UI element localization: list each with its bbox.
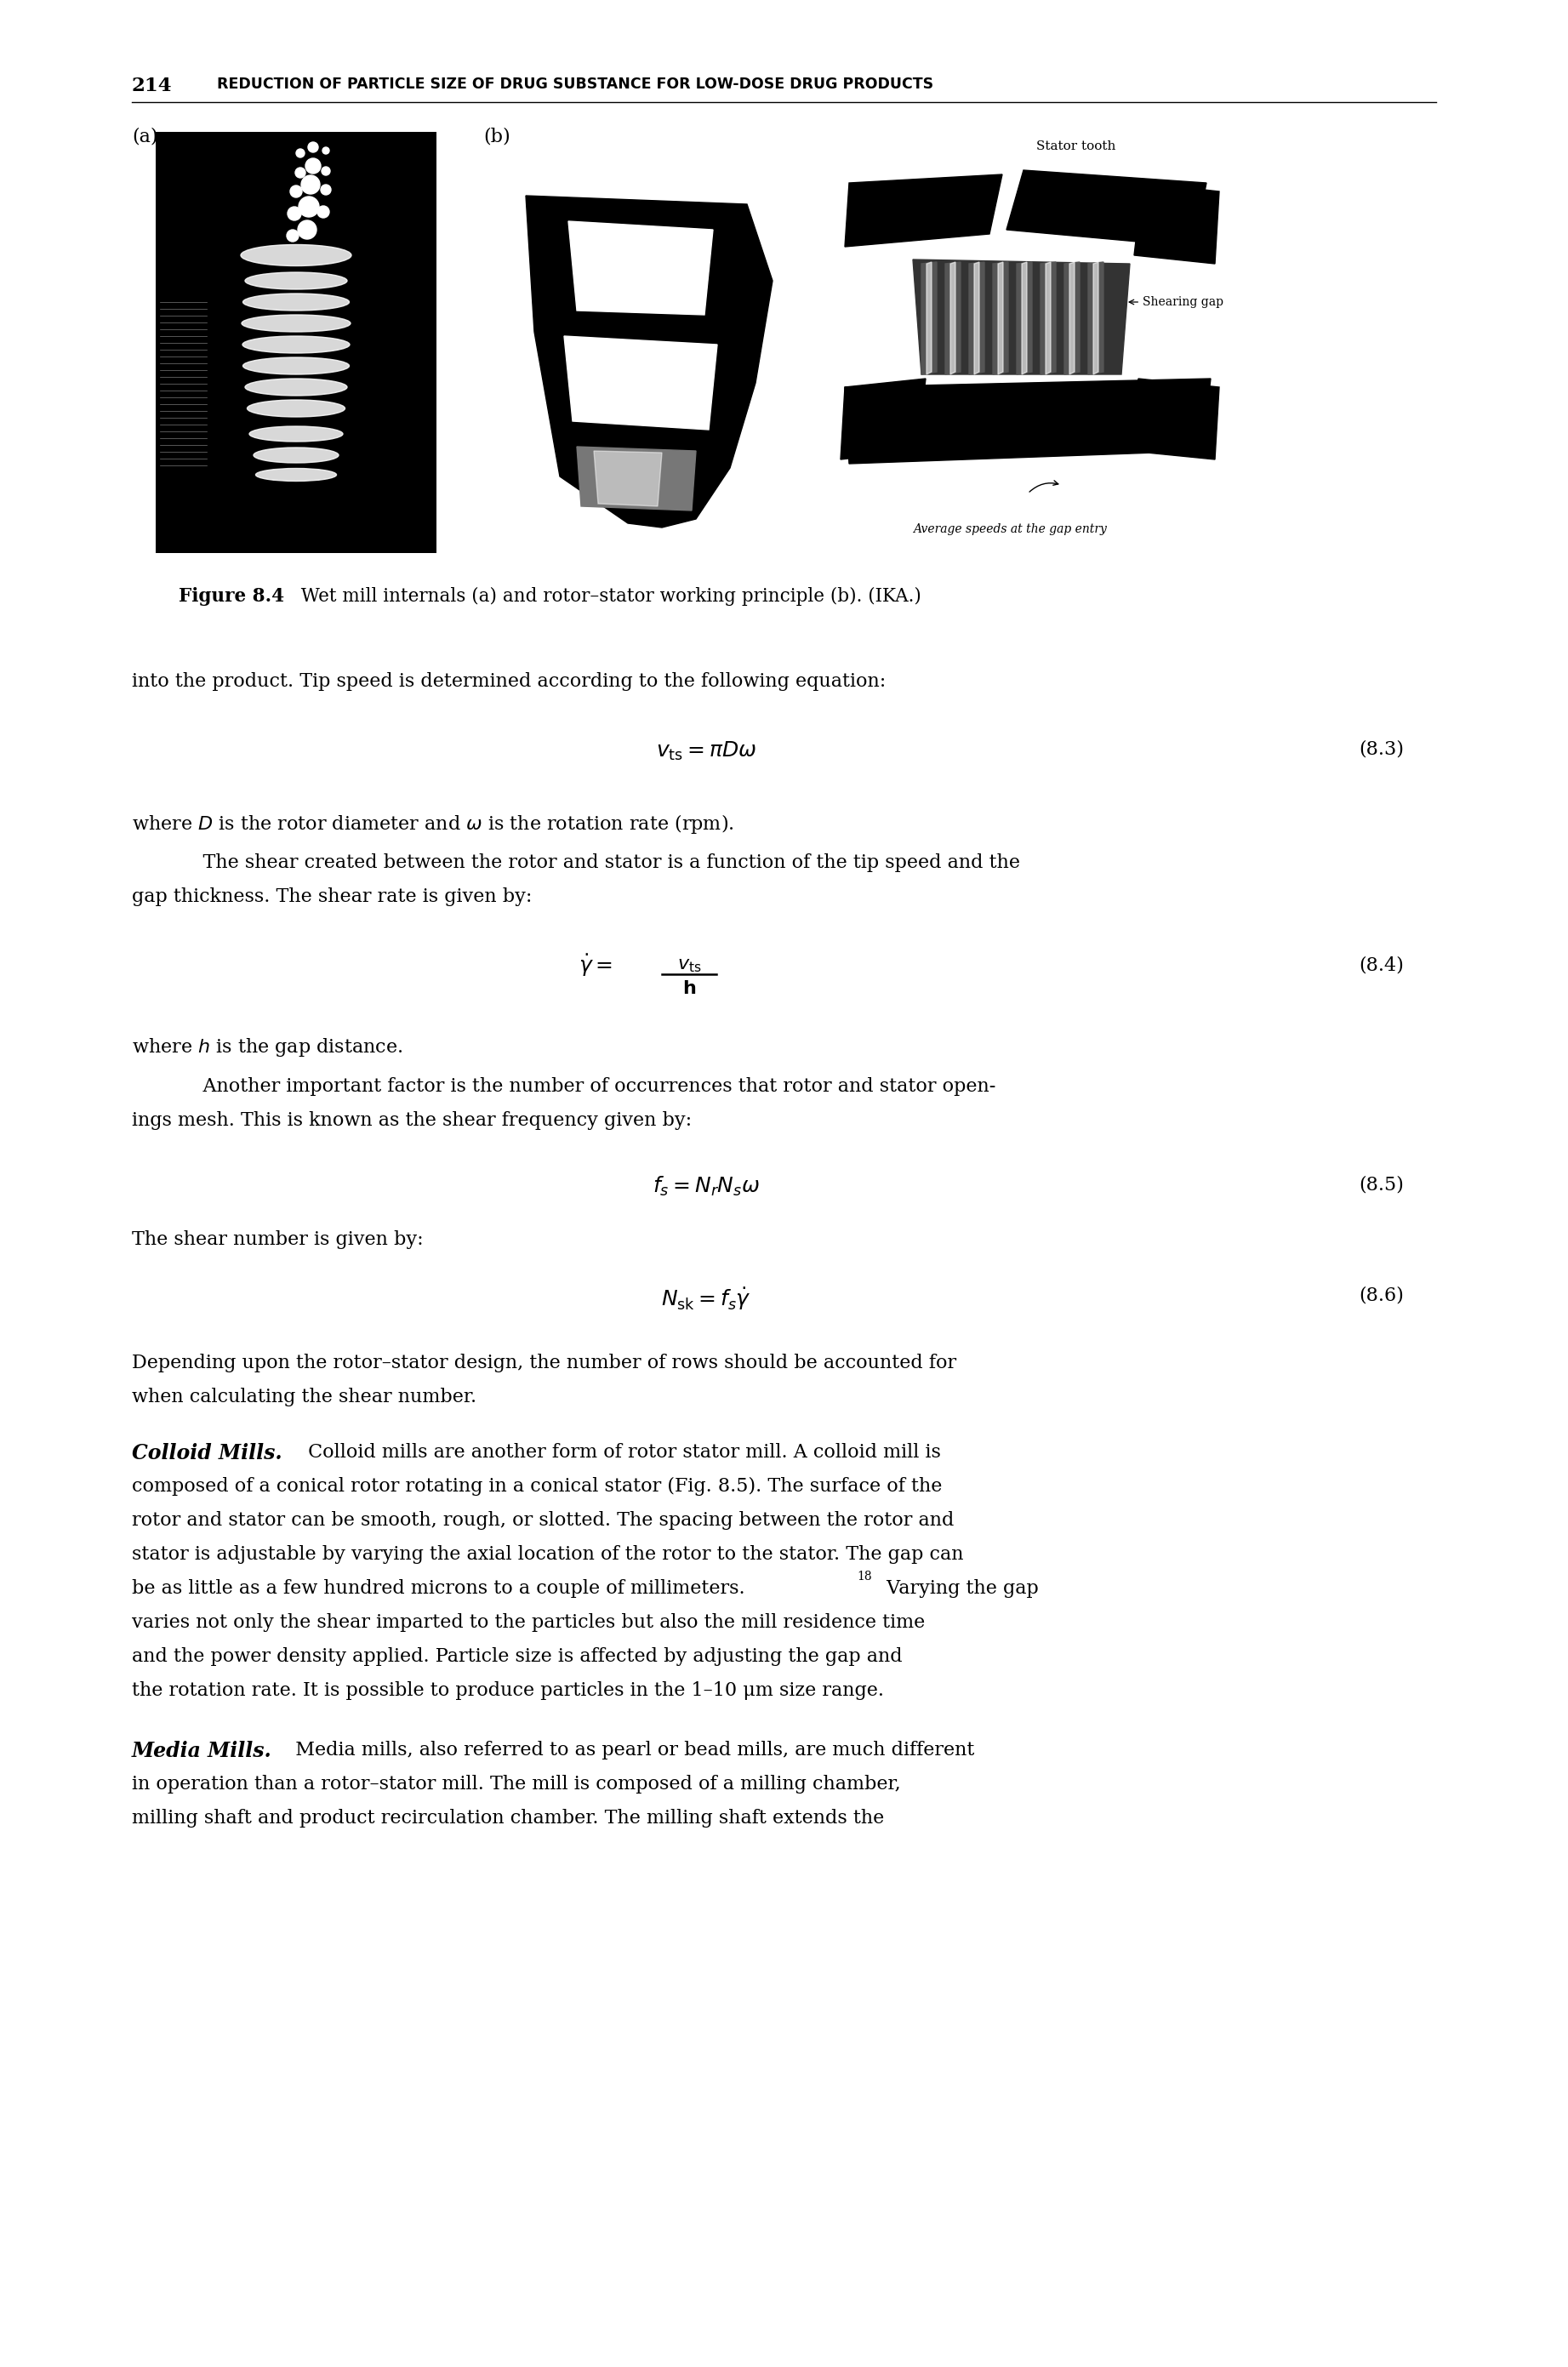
- Text: milling shaft and product recirculation chamber. The milling shaft extends the: milling shaft and product recirculation …: [132, 1808, 884, 1827]
- Text: (8.3): (8.3): [1359, 741, 1403, 760]
- Text: ings mesh. This is known as the shear frequency given by:: ings mesh. This is known as the shear fr…: [132, 1110, 691, 1129]
- Text: Varying the gap: Varying the gap: [881, 1579, 1038, 1598]
- Text: varies not only the shear imparted to the particles but also the mill residence : varies not only the shear imparted to th…: [132, 1614, 925, 1631]
- Polygon shape: [1065, 263, 1080, 374]
- Ellipse shape: [241, 315, 351, 331]
- Circle shape: [287, 230, 298, 241]
- Polygon shape: [927, 263, 931, 374]
- Polygon shape: [840, 379, 925, 459]
- Text: $N_{\mathrm{sk}} = f_s \dot{\gamma}$: $N_{\mathrm{sk}} = f_s \dot{\gamma}$: [662, 1285, 751, 1311]
- Polygon shape: [974, 263, 980, 374]
- Bar: [155, 133, 436, 554]
- Text: gap thickness. The shear rate is given by:: gap thickness. The shear rate is given b…: [132, 888, 532, 907]
- Text: Wet mill internals (a) and rotor–stator working principle (b). (IKA.): Wet mill internals (a) and rotor–stator …: [289, 587, 922, 606]
- Polygon shape: [1134, 182, 1220, 263]
- Text: REDUCTION OF PARTICLE SIZE OF DRUG SUBSTANCE FOR LOW-DOSE DRUG PRODUCTS: REDUCTION OF PARTICLE SIZE OF DRUG SUBST…: [216, 76, 933, 92]
- Text: 18: 18: [856, 1572, 872, 1584]
- Circle shape: [306, 159, 321, 173]
- Polygon shape: [1131, 379, 1220, 459]
- Polygon shape: [1088, 263, 1104, 374]
- Polygon shape: [1069, 263, 1074, 374]
- Text: Media Mills.: Media Mills.: [132, 1740, 271, 1761]
- Ellipse shape: [249, 426, 343, 443]
- Polygon shape: [845, 379, 1210, 464]
- Circle shape: [287, 206, 301, 220]
- Polygon shape: [1022, 263, 1027, 374]
- Text: where $h$ is the gap distance.: where $h$ is the gap distance.: [132, 1037, 403, 1058]
- Ellipse shape: [256, 469, 337, 481]
- Text: The shear number is given by:: The shear number is given by:: [132, 1231, 423, 1250]
- Text: Average speeds at the gap entry: Average speeds at the gap entry: [913, 523, 1107, 535]
- Circle shape: [290, 185, 303, 196]
- Text: stator is adjustable by varying the axial location of the rotor to the stator. T: stator is adjustable by varying the axia…: [132, 1546, 963, 1565]
- Ellipse shape: [243, 357, 350, 374]
- Ellipse shape: [243, 294, 350, 310]
- Polygon shape: [997, 263, 1004, 374]
- Text: be as little as a few hundred microns to a couple of millimeters.: be as little as a few hundred microns to…: [132, 1579, 745, 1598]
- Circle shape: [296, 149, 304, 156]
- Text: 214: 214: [132, 76, 172, 95]
- Ellipse shape: [248, 400, 345, 417]
- Polygon shape: [1093, 263, 1098, 374]
- Text: Rotor tooth: Rotor tooth: [853, 447, 928, 459]
- Text: rotor and stator can be smooth, rough, or slotted. The spacing between the rotor: rotor and stator can be smooth, rough, o…: [132, 1510, 953, 1529]
- Polygon shape: [993, 263, 1008, 374]
- Polygon shape: [946, 263, 961, 374]
- Text: $v_{\mathrm{ts}}$: $v_{\mathrm{ts}}$: [677, 956, 701, 975]
- Text: $\mathbf{h}$: $\mathbf{h}$: [682, 980, 696, 999]
- Polygon shape: [564, 336, 717, 431]
- Ellipse shape: [254, 447, 339, 464]
- Text: in operation than a rotor–stator mill. The mill is composed of a milling chamber: in operation than a rotor–stator mill. T…: [132, 1775, 900, 1794]
- Polygon shape: [1016, 263, 1032, 374]
- Polygon shape: [913, 260, 1131, 374]
- Text: (b): (b): [483, 128, 510, 147]
- Text: $f_s = N_r N_s \omega$: $f_s = N_r N_s \omega$: [652, 1174, 760, 1198]
- Text: Another important factor is the number of occurrences that rotor and stator open: Another important factor is the number o…: [179, 1077, 996, 1096]
- Circle shape: [317, 206, 329, 218]
- Text: Media mills, also referred to as pearl or bead mills, are much different: Media mills, also referred to as pearl o…: [284, 1740, 974, 1759]
- Circle shape: [321, 166, 331, 175]
- Circle shape: [321, 185, 331, 194]
- Text: Stator tooth: Stator tooth: [1036, 140, 1116, 151]
- Circle shape: [301, 175, 320, 194]
- Ellipse shape: [245, 272, 347, 289]
- Text: Depending upon the rotor–stator design, the number of rows should be accounted f: Depending upon the rotor–stator design, …: [132, 1354, 956, 1373]
- Text: $\dot{\gamma} = $: $\dot{\gamma} = $: [579, 952, 613, 980]
- Polygon shape: [594, 452, 662, 507]
- Polygon shape: [577, 447, 696, 511]
- Polygon shape: [950, 263, 955, 374]
- Text: where $D$ is the rotor diameter and $\omega$ is the rotation rate (rpm).: where $D$ is the rotor diameter and $\om…: [132, 812, 734, 836]
- Polygon shape: [969, 263, 985, 374]
- Circle shape: [307, 142, 318, 151]
- Ellipse shape: [245, 379, 347, 395]
- Text: $v_{\mathrm{ts}} = \pi D\omega$: $v_{\mathrm{ts}} = \pi D\omega$: [655, 741, 756, 762]
- Polygon shape: [922, 263, 936, 374]
- Circle shape: [298, 220, 317, 239]
- Polygon shape: [1041, 263, 1055, 374]
- Text: (a): (a): [132, 128, 158, 147]
- Text: when calculating the shear number.: when calculating the shear number.: [132, 1387, 477, 1406]
- Ellipse shape: [243, 336, 350, 353]
- Text: Shearing gap: Shearing gap: [1129, 296, 1223, 308]
- Text: into the product. Tip speed is determined according to the following equation:: into the product. Tip speed is determine…: [132, 672, 886, 691]
- Circle shape: [298, 196, 318, 218]
- Polygon shape: [845, 175, 1002, 246]
- Ellipse shape: [241, 244, 351, 265]
- Polygon shape: [525, 196, 773, 528]
- Text: (8.6): (8.6): [1359, 1285, 1403, 1304]
- Text: (8.4): (8.4): [1359, 956, 1403, 975]
- Text: Colloid mills are another form of rotor stator mill. A colloid mill is: Colloid mills are another form of rotor …: [303, 1444, 941, 1463]
- Text: composed of a conical rotor rotating in a conical stator (Fig. 8.5). The surface: composed of a conical rotor rotating in …: [132, 1477, 942, 1496]
- Text: Colloid Mills.: Colloid Mills.: [132, 1444, 282, 1463]
- Polygon shape: [568, 220, 713, 315]
- Text: The shear created between the rotor and stator is a function of the tip speed an: The shear created between the rotor and …: [179, 854, 1021, 871]
- Polygon shape: [1046, 263, 1051, 374]
- Circle shape: [323, 147, 329, 154]
- Text: (8.5): (8.5): [1359, 1174, 1403, 1193]
- Text: the rotation rate. It is possible to produce particles in the 1–10 μm size range: the rotation rate. It is possible to pro…: [132, 1681, 884, 1700]
- Text: Figure 8.4: Figure 8.4: [179, 587, 284, 606]
- Polygon shape: [1007, 170, 1206, 246]
- Text: and the power density applied. Particle size is affected by adjusting the gap an: and the power density applied. Particle …: [132, 1647, 902, 1666]
- Circle shape: [295, 168, 306, 178]
